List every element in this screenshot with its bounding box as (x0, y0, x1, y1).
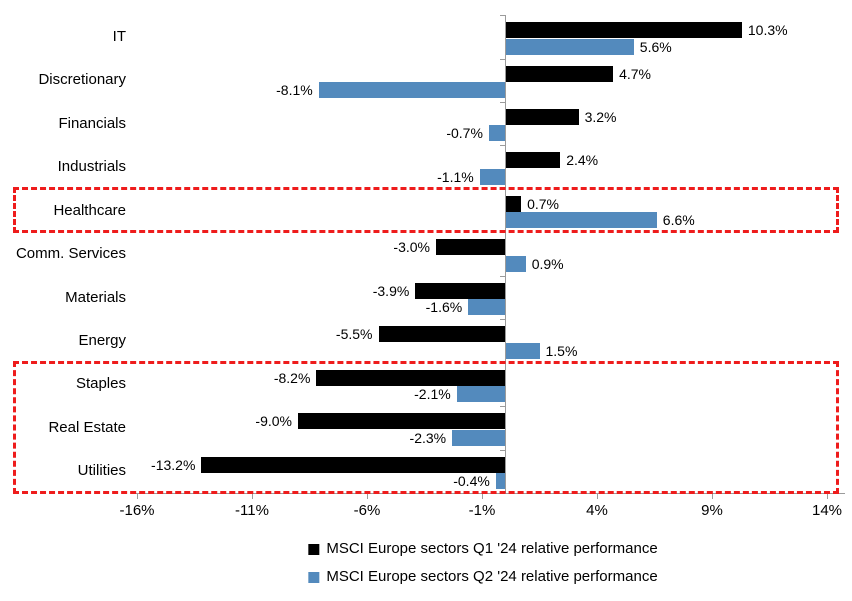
category-tick (500, 101, 505, 103)
x-tick-label: -11% (235, 502, 269, 519)
value-label-q1-materials: -3.9% (372, 282, 410, 299)
bar-q2-comm-services (505, 255, 526, 272)
category-tick (500, 15, 505, 16)
x-tick (712, 493, 713, 499)
value-label-q2-real-estate: -2.3% (409, 429, 447, 446)
value-label-q1-energy: -5.5% (335, 326, 373, 343)
bar-q1-it (505, 22, 742, 38)
bar-q1-utilities (201, 456, 505, 473)
category-tick (500, 145, 505, 147)
category-label-comm-services: Comm. Services (15, 245, 126, 262)
legend-label-q2: MSCI Europe sectors Q2 '24 relative perf… (326, 568, 658, 585)
bar-q1-materials (415, 282, 505, 299)
bar-q2-real-estate (452, 429, 505, 446)
x-tick-label: -1% (468, 502, 496, 519)
bar-q1-energy (378, 326, 505, 343)
legend-label-q1: MSCI Europe sectors Q1 '24 relative perf… (326, 540, 658, 557)
x-tick (827, 493, 828, 499)
healthcare-box (13, 187, 839, 234)
category-label-materials: Materials (65, 288, 126, 306)
value-label-q2-utilities: -0.4% (453, 473, 490, 489)
value-axis-line (505, 15, 506, 493)
bar-q2-healthcare (505, 212, 657, 229)
value-label-q2-energy: 1.5% (545, 342, 578, 359)
value-label-q2-industrials: -1.1% (437, 168, 474, 185)
legend-swatch-q2-icon (308, 571, 320, 583)
category-label-healthcare: Healthcare (53, 201, 126, 219)
bar-q2-staples (456, 386, 505, 403)
bar-q1-real-estate (298, 413, 505, 430)
bar-q2-energy (505, 342, 540, 359)
x-tick (252, 493, 253, 499)
category-tick (500, 449, 505, 451)
x-tick (367, 493, 368, 499)
bar-q2-financials (488, 125, 505, 142)
x-tick-label: -16% (119, 502, 155, 519)
category-label-energy: Energy (78, 331, 126, 349)
bar-q2-industrials (479, 168, 505, 185)
legend-swatch-q1-icon (308, 543, 320, 555)
x-tick-label: 4% (586, 502, 608, 519)
bar-q1-healthcare (505, 195, 522, 212)
bar-q2-discretionary (318, 82, 505, 98)
value-label-q1-healthcare: 0.7% (527, 195, 560, 212)
category-label-staples: Staples (75, 375, 126, 393)
value-label-q1-comm-services: -3.0% (393, 239, 430, 256)
bar-q1-discretionary (505, 65, 614, 82)
x-tick (137, 493, 138, 499)
category-label-discretionary: Discretionary (38, 71, 126, 89)
category-label-financials: Financials (58, 114, 126, 132)
value-label-q2-it: 5.6% (639, 38, 672, 55)
category-label-industrials: Industrials (57, 158, 126, 176)
legend-item-q2: MSCI Europe sectors Q2 '24 relative perf… (308, 568, 658, 586)
x-tick-label: -6% (353, 502, 381, 519)
bar-q1-comm-services (436, 239, 505, 256)
bar-q1-staples (316, 369, 505, 386)
legend-item-q1: MSCI Europe sectors Q1 '24 relative perf… (308, 540, 658, 558)
category-label-utilities: Utilities (77, 462, 126, 480)
value-label-q2-healthcare: 6.6% (662, 212, 695, 229)
value-label-q2-comm-services: 0.9% (531, 255, 564, 272)
x-tick-label: 9% (701, 502, 723, 519)
category-tick (500, 406, 505, 408)
x-tick-label: 14% (811, 502, 843, 519)
value-label-q1-financials: 3.2% (584, 108, 617, 125)
value-label-q1-discretionary: 4.7% (619, 65, 652, 82)
bar-q1-industrials (505, 152, 561, 169)
category-label-real-estate: Real Estate (48, 418, 126, 436)
value-label-q2-discretionary: -8.1% (276, 82, 313, 98)
value-label-q1-real-estate: -9.0% (255, 413, 292, 430)
value-label-q1-industrials: 2.4% (566, 152, 599, 169)
bar-q2-it (505, 38, 634, 55)
bar-q1-financials (505, 108, 579, 125)
value-label-q1-it: 10.3% (747, 22, 788, 38)
value-label-q2-financials: -0.7% (446, 125, 483, 142)
category-label-it: IT (112, 27, 126, 45)
value-label-q2-materials: -1.6% (425, 299, 463, 316)
category-tick (500, 58, 505, 60)
value-label-q1-utilities: -13.2% (151, 456, 196, 473)
category-tick (500, 275, 505, 277)
defensives-box (13, 361, 839, 494)
bar-q2-utilities (495, 473, 505, 489)
x-tick (482, 493, 483, 499)
bar-q2-materials (468, 299, 505, 316)
x-tick (597, 493, 598, 499)
value-label-q1-staples: -8.2% (273, 369, 311, 386)
category-tick (500, 319, 505, 321)
value-label-q2-staples: -2.1% (414, 386, 451, 403)
